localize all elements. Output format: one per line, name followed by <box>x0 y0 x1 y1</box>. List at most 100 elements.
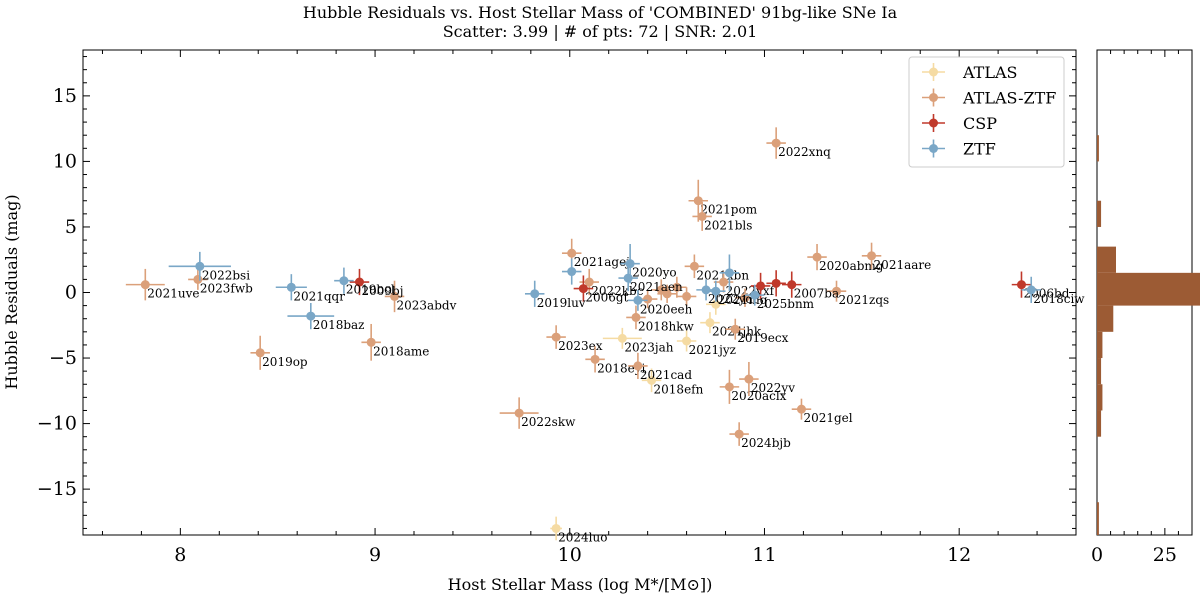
legend-label: CSP <box>963 114 997 133</box>
point-label: 2020abmg <box>819 259 884 273</box>
point-marker <box>771 138 781 148</box>
histogram-bar <box>1097 384 1103 411</box>
point-marker <box>750 290 760 300</box>
point-label: 2023fwb <box>200 281 253 295</box>
data-point: 2024bjb <box>729 422 791 450</box>
point-marker <box>724 382 734 392</box>
point-marker <box>354 277 364 287</box>
legend-box <box>908 56 1065 168</box>
point-label: 2022skw <box>521 415 576 429</box>
point-label: 2007ba <box>794 287 839 301</box>
series-atlas: 2024luo2023jah2018efn2021jyz2024jhk <box>550 293 762 544</box>
point-marker <box>286 282 296 292</box>
main-plot-area: 8 9 10 11 12 15 10 5 0 −5 −10 −15 <box>37 49 1077 566</box>
histogram-bar <box>1097 272 1200 306</box>
data-point: 2018efn <box>641 368 704 396</box>
point-label: 2018baz <box>313 318 365 332</box>
point-label: 2019ecx <box>737 331 788 345</box>
y-tick-label: 0 <box>65 282 77 304</box>
point-label: 2023jah <box>624 340 673 354</box>
x-tick-label: 12 <box>947 544 971 566</box>
point-marker <box>711 299 721 309</box>
point-label: 2021bls <box>704 218 752 232</box>
point-marker <box>623 273 633 283</box>
series-csp: 2009bj 2006gt 2007ba 2006bd <box>349 268 1070 305</box>
point-label: 2006gt <box>585 291 628 305</box>
point-label: 2023ex <box>558 339 603 353</box>
histogram-bar <box>1097 410 1102 437</box>
point-marker <box>719 277 729 287</box>
point-marker <box>701 285 711 295</box>
point-marker <box>771 278 781 288</box>
data-point: 2018ciw <box>1021 276 1085 306</box>
data-point: 2018baz <box>287 302 365 332</box>
point-marker <box>744 374 754 384</box>
data-point: 2020abmg <box>807 244 884 273</box>
hist-x-tick-label: 0 <box>1091 544 1103 566</box>
point-marker <box>390 291 400 301</box>
point-label: 2018ciw <box>1033 292 1085 306</box>
y-tick-label: 10 <box>53 150 77 172</box>
data-point: 2019luv <box>524 280 586 310</box>
data-point: 2023ex <box>546 325 603 353</box>
legend-entry: CSP <box>922 114 997 133</box>
point-marker <box>567 248 577 258</box>
point-marker <box>643 294 653 304</box>
y-tick-label: −5 <box>49 347 77 369</box>
point-label: 2021agej <box>574 255 630 269</box>
point-marker <box>647 375 657 385</box>
data-point: 2021aare <box>861 242 932 272</box>
point-label: 2021uve <box>147 287 199 301</box>
point-marker <box>734 429 744 439</box>
data-point: 2021uve <box>125 268 199 301</box>
legend-label: ATLAS <box>962 63 1018 82</box>
data-point: 2024luo <box>550 516 607 544</box>
point-label: 2021jyz <box>689 343 736 357</box>
point-marker <box>567 267 577 277</box>
point-label: 2019luv <box>537 296 586 310</box>
data-point <box>561 258 582 285</box>
point-label: 2018ame <box>373 344 429 358</box>
point-label: 2024luo <box>558 530 607 544</box>
point-marker <box>812 252 822 262</box>
point-marker <box>756 281 766 291</box>
histogram-bar <box>1097 135 1099 162</box>
data-point <box>657 284 677 303</box>
legend-marker <box>929 118 938 128</box>
legend-entry: ATLAS <box>922 63 1018 82</box>
data-point: 2021jyz <box>676 330 736 357</box>
data-point: 2023abdv <box>384 280 457 312</box>
point-label: 2021cad <box>640 368 692 382</box>
data-point: 2021xbn <box>684 254 749 282</box>
point-marker <box>366 337 376 347</box>
point-marker <box>787 280 797 290</box>
point-label: 2019op <box>262 355 308 369</box>
data-point: 2006gt <box>573 275 629 305</box>
data-point <box>651 279 672 301</box>
point-marker <box>633 361 643 371</box>
data-point: 2022bsi <box>168 251 250 282</box>
point-marker <box>590 354 600 364</box>
y-tick-label: 15 <box>53 85 77 107</box>
data-point: 2020aclx <box>719 369 787 404</box>
data-point: 2019ecx <box>725 318 789 345</box>
series-ztf: 2022bsi 2021qqr 2018baz 2019bcl 2019luv 2020y… <box>168 244 1085 332</box>
point-marker <box>672 282 682 292</box>
point-label: 2018eyi <box>597 361 645 375</box>
point-marker <box>724 268 734 278</box>
point-marker <box>662 289 672 299</box>
point-label: 2022bsi <box>202 268 250 282</box>
point-label: 2020eeh <box>640 302 693 316</box>
point-label: 2018hkw <box>638 319 695 333</box>
point-marker <box>693 196 703 206</box>
histogram-bar <box>1097 358 1102 385</box>
point-marker <box>617 333 627 343</box>
x-axis-label: Host Stellar Mass (log M*/[M⊙]) <box>448 575 713 594</box>
data-point <box>766 270 786 297</box>
chart-title: Hubble Residuals vs. Host Stellar Mass o… <box>303 3 898 22</box>
x-tick-label: 9 <box>369 544 381 566</box>
point-marker <box>578 284 588 294</box>
data-point: 2018hkw <box>626 305 695 333</box>
point-label: 2019bcl <box>346 283 395 297</box>
point-label: 2021aare <box>874 258 932 272</box>
